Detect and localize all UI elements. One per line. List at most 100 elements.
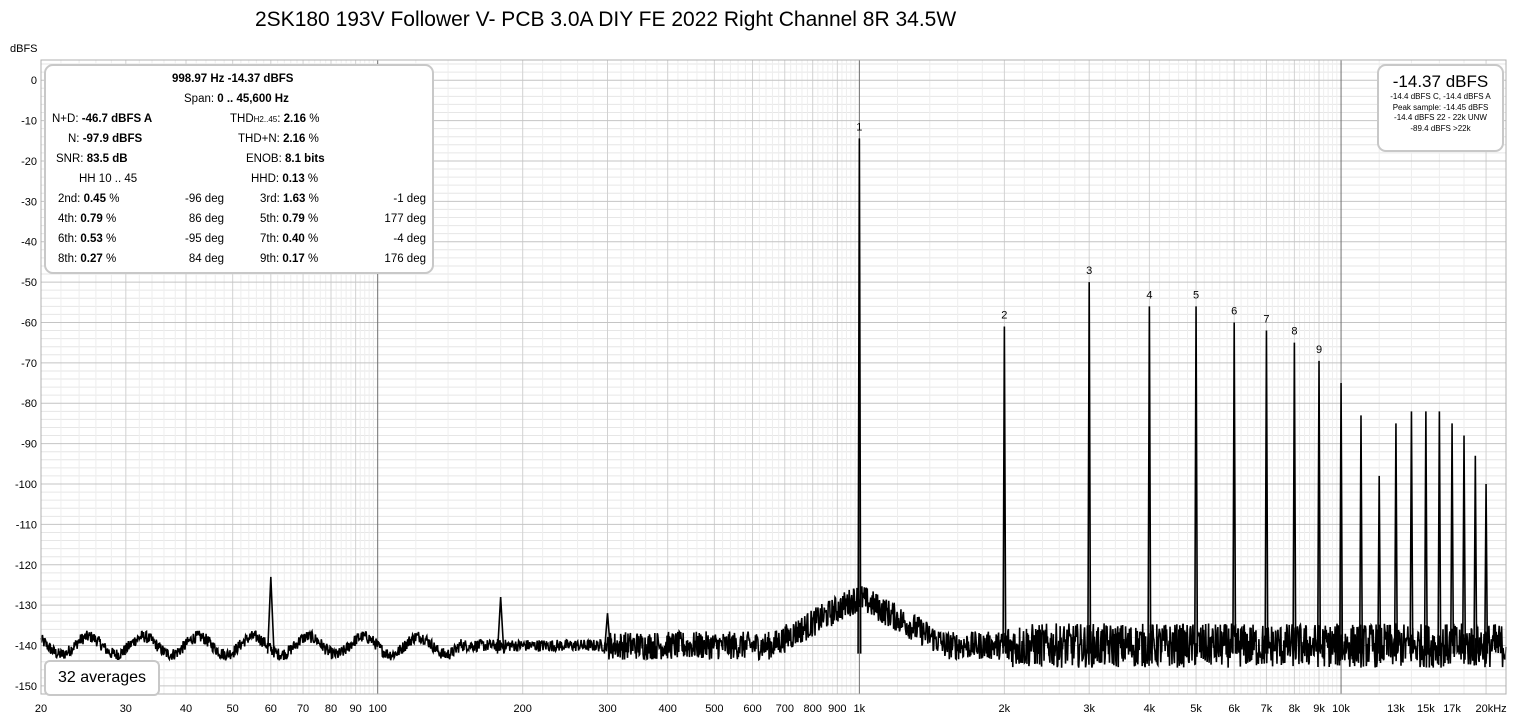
y-tick-label: -30	[21, 196, 37, 208]
harmonic-readout: 5th: 0.79 %	[260, 213, 318, 225]
x-tick-label: 8k	[1289, 703, 1301, 715]
y-tick-label: -60	[21, 317, 37, 329]
y-tick-label: -90	[21, 439, 37, 451]
harmonic-label: 3rd:	[260, 193, 280, 205]
noise-value: -97.9 dBFS	[82, 133, 143, 145]
harmonic-number-label: 3	[1086, 265, 1092, 277]
spectrum-peak	[1292, 342, 1297, 654]
y-tick-label: -40	[21, 237, 37, 249]
enob-value: 8.1 bits	[285, 153, 325, 165]
y-tick-label: -110	[16, 519, 37, 531]
harmonic-label: 9th:	[260, 253, 280, 265]
harmonic-label: 8th:	[58, 253, 78, 265]
y-tick-label: -100	[15, 479, 37, 491]
x-tick-label: 700	[776, 703, 794, 715]
spectrum-peak	[1264, 330, 1269, 654]
spectrum-peak	[1232, 322, 1237, 654]
harmonic-readout: 6th: 0.53 %	[58, 233, 116, 245]
harmonic-peak-labels: 1 2 3 4 5 6 7 8 9	[856, 121, 1322, 356]
spectrum-noise-floor-line	[40, 586, 1507, 668]
hhd-unit: %	[307, 173, 319, 185]
y-tick-label: -20	[21, 156, 37, 168]
harmonic-number-label: 7	[1263, 314, 1269, 326]
x-tick-label: 40	[180, 703, 192, 715]
harmonic-readout: 7th: 0.40 %	[260, 233, 318, 245]
x-tick-label: 9k	[1313, 703, 1325, 715]
harmonic-value: 0.79	[80, 213, 103, 225]
harmonic-label: 7th:	[260, 233, 280, 245]
thdn-readout: THD+N: 2.16 %	[238, 133, 319, 145]
span-value: 0 .. 45,600 Hz	[217, 93, 289, 105]
y-tick-label: -120	[15, 560, 37, 572]
level-main-readout: -14.37 dBFS	[1392, 72, 1489, 91]
plot-frame	[40, 59, 1507, 695]
harmonic-phase: 177 deg	[384, 213, 426, 225]
spectrum-peak	[1393, 423, 1399, 654]
thd-label: THD	[230, 113, 254, 125]
spectrum-peak	[857, 138, 862, 654]
harmonic-readout: 8th: 0.27 %	[58, 253, 116, 265]
spectrum-peak	[1193, 306, 1199, 654]
spectrum-series	[40, 138, 1507, 668]
x-tick-label: 15k	[1417, 703, 1435, 715]
harmonic-unit: %	[307, 253, 319, 265]
x-tick-label: 800	[804, 703, 822, 715]
harmonic-number-label: 6	[1231, 305, 1237, 317]
y-tick-label: 0	[31, 75, 37, 87]
level-line: Peak sample: -14.45 dBFS	[1392, 102, 1489, 112]
averages-count: 32 averages	[44, 660, 160, 696]
enob-label: ENOB:	[246, 153, 282, 165]
harmonic-number-label: 9	[1316, 344, 1322, 356]
spectrum-peak	[266, 576, 275, 654]
y-tick-label: -50	[21, 277, 37, 289]
spectrum-trace-group	[40, 138, 1507, 668]
harmonic-label: 2nd:	[58, 193, 81, 205]
x-tick-label: 70	[297, 703, 309, 715]
snr-value: 83.5 dB	[86, 153, 128, 165]
x-tick-label: 20kHz	[1475, 703, 1506, 715]
harmonic-number-label: 8	[1291, 326, 1297, 338]
harmonic-unit: %	[105, 233, 117, 245]
harmonic-phase: 86 deg	[188, 213, 224, 225]
thd-sub-label: H2..45	[253, 115, 278, 124]
thdn-unit: %	[308, 133, 319, 145]
spectrum-peak	[1358, 415, 1364, 654]
harmonic-label: 4th:	[58, 213, 78, 225]
harmonic-label: 5th:	[260, 213, 280, 225]
y-axis-unit-label: dBFS	[10, 43, 38, 55]
thdn-value: 2.16	[283, 133, 306, 145]
spectrum-peak	[1316, 360, 1322, 654]
harmonic-value: 0.40	[282, 233, 305, 245]
spectrum-peak	[1449, 423, 1455, 654]
harmonic-phase: -1 deg	[393, 193, 426, 205]
x-tick-label: 60	[265, 703, 277, 715]
hh-range-label: HH 10 .. 45	[79, 173, 138, 185]
harmonic-unit: %	[105, 213, 117, 225]
level-panel: -14.37 dBFS -14.4 dBFS C, -14.4 dBFS A P…	[1377, 64, 1504, 152]
x-tick-label: 1k	[854, 703, 866, 715]
x-tick-label: 4k	[1144, 703, 1156, 715]
harmonic-readout: 2nd: 0.45 %	[58, 193, 119, 205]
harmonic-value: 0.17	[282, 253, 305, 265]
thd-readout: THDH2..45: 2.16 %	[230, 113, 319, 125]
nd-readout: N+D: -46.7 dBFS A	[52, 113, 152, 125]
harmonic-unit: %	[307, 233, 319, 245]
spectrum-peak	[1483, 484, 1489, 654]
harmonic-value: 0.27	[80, 253, 103, 265]
noise-label: N:	[68, 133, 80, 145]
x-tick-label: 900	[828, 703, 846, 715]
distortion-stats-panel: 998.97 Hz -14.37 dBFS Span: 0 .. 45,600 …	[44, 64, 434, 274]
y-tick-label: -140	[15, 641, 37, 653]
harmonic-value: 1.63	[283, 193, 306, 205]
x-tick-label: 400	[659, 703, 677, 715]
harmonic-label: 6th:	[58, 233, 78, 245]
harmonic-unit: %	[308, 193, 319, 205]
harmonic-phase: -95 deg	[184, 233, 224, 245]
x-tick-label: 5k	[1190, 703, 1202, 715]
x-tick-label: 10k	[1332, 703, 1350, 715]
spectrum-peak	[1461, 435, 1467, 654]
thdn-label: THD+N:	[238, 133, 280, 145]
x-tick-label: 200	[514, 703, 532, 715]
hhd-label: HHD:	[251, 173, 280, 185]
noise-readout: N: -97.9 dBFS	[68, 133, 142, 145]
